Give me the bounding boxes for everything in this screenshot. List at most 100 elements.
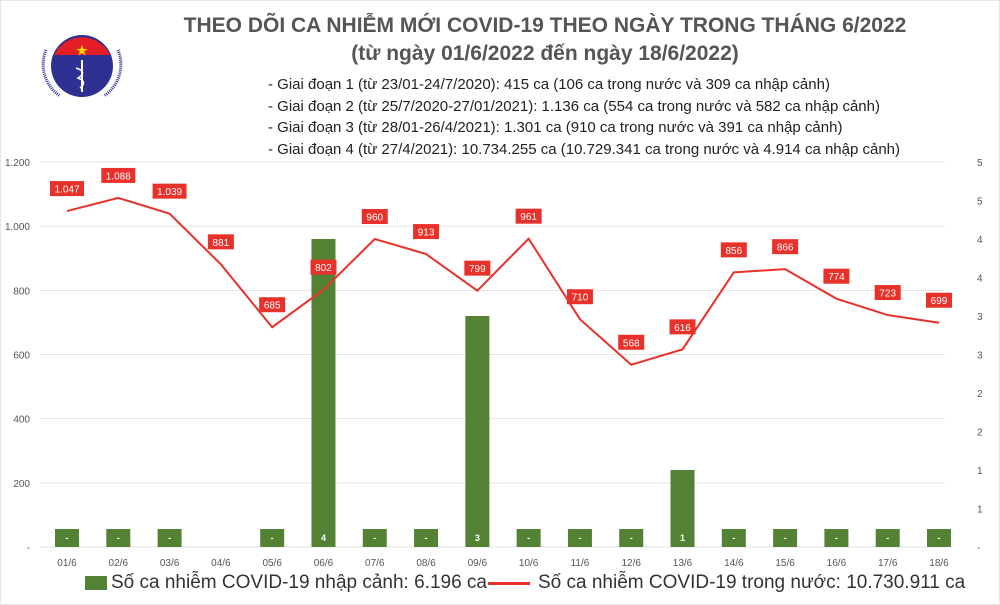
bar-label: - [630,533,633,543]
right-tick-label: 5 [977,197,983,208]
line-label-box [464,260,491,276]
x-tick-label: 01/6 [57,558,77,569]
x-tick-label: 16/6 [827,558,847,569]
line-label: 710 [572,293,589,304]
x-tick-label: 04/6 [211,558,231,569]
x-tick-label: 07/6 [365,558,385,569]
bar [670,470,695,547]
bar [106,529,131,547]
bar [362,529,387,547]
bar-label: 1 [680,533,685,543]
bar [824,529,849,547]
left-tick-label: 400 [13,415,30,426]
bar-label: 3 [475,533,480,543]
right-tick-label: 3 [977,351,983,362]
bar [721,529,746,547]
line-label: 802 [315,263,332,274]
right-tick-label: 2 [977,428,983,439]
domestic-line [66,196,940,366]
line-label: 685 [264,301,281,312]
line-label-box [152,183,187,199]
right-tick-label: 5 [977,158,983,169]
x-tick-label: 11/6 [571,558,590,569]
x-tick-label: 08/6 [416,558,436,569]
line-label-box [310,259,337,275]
left-tick-label: 1.200 [5,158,30,169]
line-label-box [413,224,440,240]
line-label-box [207,234,234,250]
x-tick-label: 12/6 [622,558,642,569]
line-label-box [669,319,696,335]
x-tick-label: 03/6 [160,558,180,569]
bar-label: - [168,533,171,543]
bar [260,529,285,547]
bar [567,529,592,547]
note-phase-4: - Giai đoạn 4 (từ 27/4/2021): 10.734.255… [268,140,901,158]
line-label: 616 [674,323,691,334]
left-tick-label: 1.000 [5,222,30,233]
line-label-box [50,181,84,197]
notes: - Giai đoạn 1 (từ 23/01-24/7/2020): 415 … [268,74,900,160]
bar [157,529,182,547]
right-tick-label: 2 [977,389,983,400]
bar [55,529,79,547]
bar-label: - [373,533,376,543]
line-label-box [874,285,901,301]
bar-label: - [117,533,120,543]
x-tick-label: 10/6 [519,558,539,569]
note-phase-3: - Giai đoạn 3 (từ 28/01-26/4/2021): 1.30… [268,119,843,136]
left-tick-label: 200 [13,479,30,490]
line-label: 799 [469,264,486,275]
line-label: 856 [725,246,742,257]
line-label-box [515,208,542,224]
legend-line-swatch [488,581,530,585]
x-tick-label: 02/6 [109,558,129,569]
bar-label: - [425,533,428,543]
x-tick-label: 06/6 [314,558,334,569]
bar [311,239,336,547]
bar-label: - [578,533,581,543]
line-label: 723 [879,289,896,300]
x-tick-label: 14/6 [724,558,744,569]
right-tick-label: 4 [977,235,983,246]
line-label-box [361,209,388,224]
right-tick-label: 4 [977,274,983,285]
line-label: 774 [828,272,845,283]
right-tick-label: - [977,543,980,554]
line-label-box [618,334,645,350]
bar [516,529,541,547]
bar-label: - [886,533,889,543]
bar-label: - [271,533,274,543]
bar-label: - [938,533,941,543]
line-label: 961 [520,212,537,223]
ministry-logo [41,35,123,98]
line-label-box [823,268,850,284]
line-label: 960 [366,213,383,224]
line-label: 866 [777,243,794,254]
line-label: 699 [931,296,948,307]
bar [619,529,644,547]
x-tick-label: 18/6 [929,558,949,569]
line-label: 1.039 [157,187,182,198]
bar [414,529,439,547]
bar-label: - [732,533,735,543]
right-tick-label: 3 [977,312,983,323]
right-tick-label: 1 [977,505,983,516]
line-label: 913 [418,228,435,239]
x-tick-label: 05/6 [262,558,282,569]
bar-label: 4 [321,533,326,543]
bar-label: - [784,533,787,543]
x-tick-label: 09/6 [468,558,488,569]
note-phase-1: - Giai đoạn 1 (từ 23/01-24/7/2020): 415 … [268,76,830,93]
bar [465,316,490,547]
chart-title: THEO DÕI CA NHIỄM MỚI COVID-19 THEO NGÀY… [183,14,907,37]
left-tick-label: - [27,543,30,554]
legend-imported-label: Số ca nhiễm COVID-19 nhập cảnh: 6.196 ca [111,572,488,593]
line-label-box [259,297,286,313]
line-label-box [720,242,747,258]
line-label: 1.047 [54,185,79,196]
line-label: 1.088 [106,171,131,182]
right-tick-label: 1 [977,466,983,477]
note-phase-2: - Giai đoạn 2 (từ 25/7/2020-27/01/2021):… [268,97,880,115]
